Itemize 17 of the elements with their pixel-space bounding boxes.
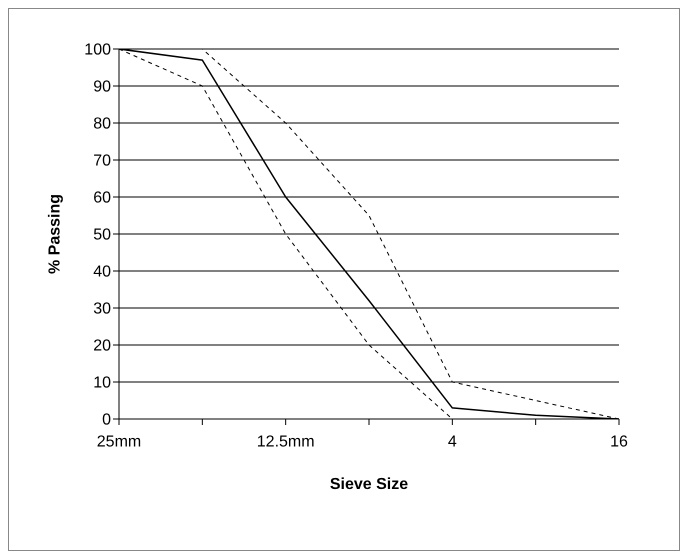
x-tick-label: 4 [448, 433, 457, 450]
y-tick-label: 40 [93, 264, 112, 281]
y-tick-label: 60 [93, 190, 112, 207]
y-axis-title: % Passing [46, 194, 64, 274]
x-tick-label: 25mm [96, 433, 142, 450]
y-tick-label: 20 [93, 338, 112, 355]
y-tick-label: 90 [93, 78, 112, 96]
x-tick-label: 16 [610, 433, 628, 450]
y-tick-label: 0 [102, 412, 112, 429]
y-tick-label: 70 [93, 152, 112, 170]
y-tick-label: 100 [84, 42, 112, 59]
y-tick-label: 30 [93, 300, 112, 318]
y-tick-label: 50 [93, 226, 112, 244]
y-tick-label: 80 [93, 116, 112, 133]
x-tick-label: 12.5mm [256, 433, 315, 450]
y-tick-label: 10 [93, 374, 112, 392]
x-axis-title: Sieve Size [330, 476, 408, 493]
